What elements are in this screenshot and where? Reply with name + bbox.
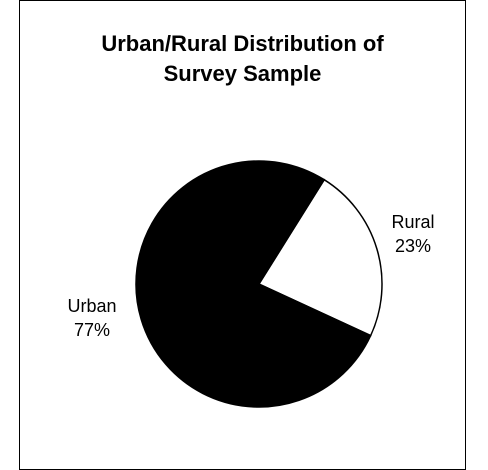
slice-percent-urban: 77% xyxy=(74,320,110,340)
pie-slice-rural xyxy=(257,178,383,337)
chart-title: Urban/Rural Distribution of Survey Sampl… xyxy=(20,29,465,89)
chart-title-line-2: Survey Sample xyxy=(163,61,322,86)
slice-label-rural: Rural xyxy=(391,212,434,232)
pie-slice-urban xyxy=(135,160,372,408)
slice-label-urban: Urban xyxy=(67,296,116,316)
pie-labels: Rural 23% Urban 77% xyxy=(67,212,434,340)
chart-title-line-1: Urban/Rural Distribution of xyxy=(101,31,384,56)
pie-slices xyxy=(135,160,383,408)
slice-percent-rural: 23% xyxy=(395,236,431,256)
